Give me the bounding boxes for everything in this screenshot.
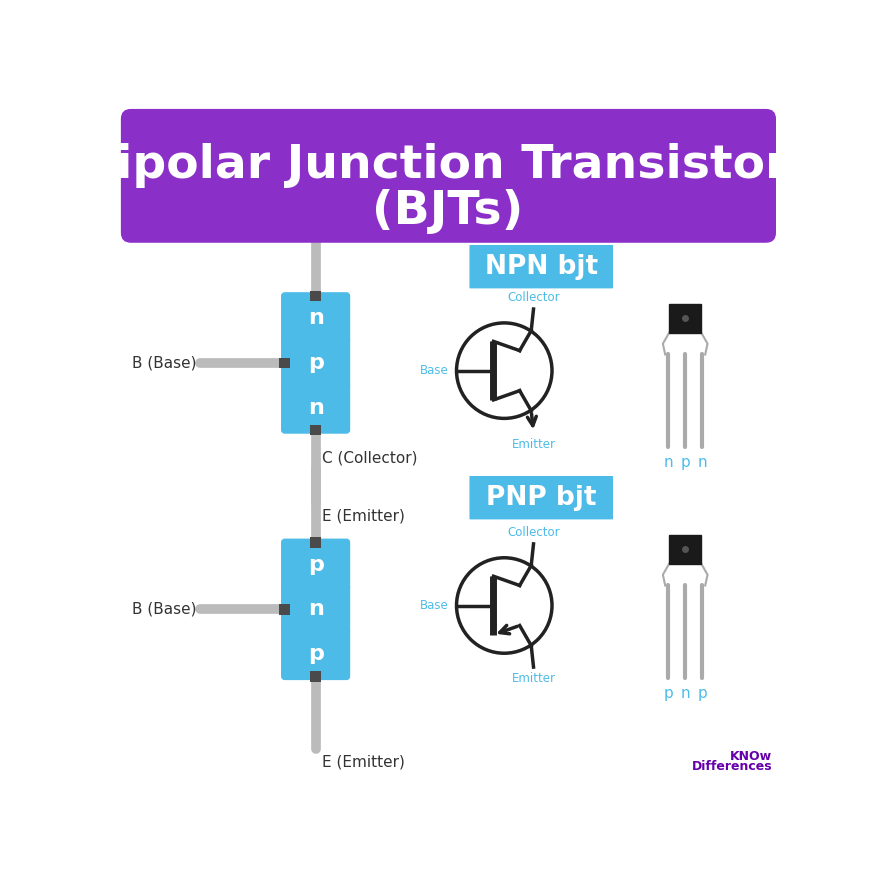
Bar <box>311 290 321 301</box>
Text: KNOw: KNOw <box>730 751 773 763</box>
FancyBboxPatch shape <box>282 293 349 344</box>
FancyBboxPatch shape <box>122 109 775 242</box>
Text: Collector: Collector <box>507 526 560 538</box>
FancyBboxPatch shape <box>282 584 349 634</box>
Bar <box>311 537 321 548</box>
Bar <box>669 304 702 332</box>
Text: Bipolar Junction Transistors: Bipolar Junction Transistors <box>80 143 816 187</box>
FancyBboxPatch shape <box>282 338 349 388</box>
Bar <box>669 535 702 564</box>
FancyBboxPatch shape <box>282 539 349 590</box>
Text: p: p <box>681 455 690 470</box>
Text: n: n <box>308 308 324 328</box>
Text: B (Base): B (Base) <box>132 355 196 370</box>
Text: n: n <box>663 455 673 470</box>
Text: n: n <box>697 455 707 470</box>
Text: C (Collector): C (Collector) <box>322 451 417 466</box>
Text: C (Collector): C (Collector) <box>322 204 417 219</box>
FancyBboxPatch shape <box>468 243 614 290</box>
Text: Emitter: Emitter <box>512 438 556 451</box>
FancyBboxPatch shape <box>468 474 614 521</box>
Text: Base: Base <box>420 599 449 612</box>
Text: p: p <box>308 644 324 664</box>
Text: p: p <box>308 555 324 575</box>
Text: n: n <box>681 686 690 701</box>
Text: p: p <box>308 353 324 373</box>
Text: Collector: Collector <box>507 290 560 304</box>
Text: p: p <box>663 686 673 701</box>
Bar <box>279 358 290 368</box>
FancyBboxPatch shape <box>282 382 349 433</box>
FancyBboxPatch shape <box>282 628 349 679</box>
Text: p: p <box>697 686 707 701</box>
Bar <box>311 671 321 682</box>
Text: B (Base): B (Base) <box>132 602 196 617</box>
Text: Base: Base <box>420 364 449 377</box>
Text: E (Emitter): E (Emitter) <box>322 755 404 770</box>
Text: n: n <box>308 599 324 619</box>
Bar <box>279 604 290 615</box>
Text: (BJTs): (BJTs) <box>373 189 523 234</box>
Text: n: n <box>308 397 324 417</box>
Text: E (Emitter): E (Emitter) <box>322 508 404 523</box>
Text: PNP bjt: PNP bjt <box>486 485 597 511</box>
Bar <box>311 424 321 436</box>
Text: Differences: Differences <box>691 760 773 774</box>
Text: Emitter: Emitter <box>512 673 556 685</box>
Text: NPN bjt: NPN bjt <box>485 254 598 280</box>
